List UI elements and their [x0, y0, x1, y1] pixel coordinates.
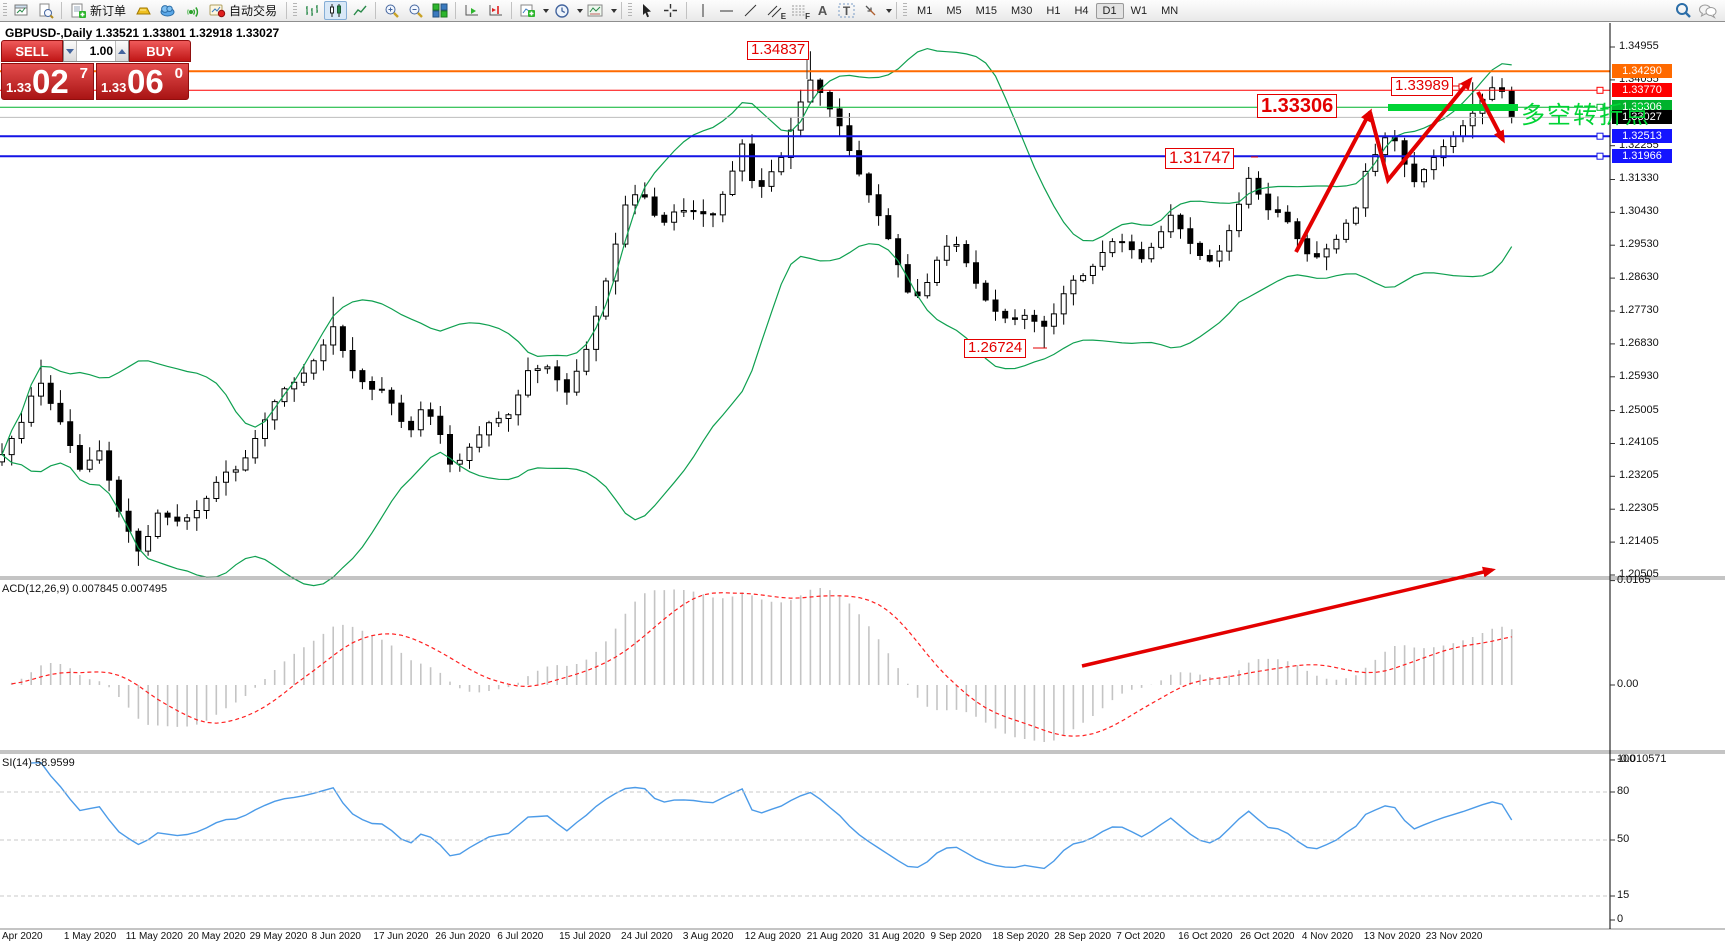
arrows-tool-icon[interactable] — [859, 1, 882, 20]
cursor-icon[interactable] — [635, 1, 658, 20]
chart-window-icon[interactable] — [10, 1, 33, 20]
macd-signal-line — [11, 592, 1512, 737]
up-arrow-icon — [118, 48, 126, 54]
crosshair-icon[interactable] — [659, 1, 682, 20]
autotrade-label: 自动交易 — [229, 4, 278, 18]
timeframe-button-D1[interactable]: D1 — [1095, 2, 1124, 19]
turning-point-bar — [1388, 104, 1518, 111]
line-handle — [1596, 132, 1604, 140]
templates-dropdown-icon[interactable] — [611, 8, 618, 13]
candlestick-chart-icon[interactable] — [324, 1, 348, 20]
line-handle — [1596, 86, 1604, 94]
candlesticks — [0, 51, 1515, 566]
search-icon[interactable] — [1672, 1, 1695, 20]
volume-stepper — [63, 40, 129, 62]
timeframe-group: M1 M5 M15 M30 H1 H4 D1 W1 MN — [910, 2, 1185, 19]
toolbar-separator — [61, 2, 62, 19]
trend-arrow — [1294, 108, 1372, 253]
bid-quote[interactable]: 1.33 02 7 — [1, 63, 94, 100]
new-order-icon — [71, 3, 86, 18]
timeframe-button-M5[interactable]: M5 — [946, 4, 962, 17]
timeframe-button-M1[interactable]: M1 — [917, 4, 933, 17]
rsi-label: SI(14) 58.9599 — [2, 757, 75, 769]
bollinger-bands — [1, 47, 1513, 587]
signals-icon[interactable] — [180, 1, 203, 20]
volume-increase-button[interactable] — [115, 41, 128, 61]
toolbar: 新订单 自动交易 — [0, 0, 1725, 22]
trend-arrow — [1368, 76, 1473, 185]
timeframe-button-H4[interactable]: H4 — [1074, 4, 1089, 17]
zoom-out-icon[interactable] — [404, 1, 427, 20]
periods-icon[interactable] — [550, 1, 573, 20]
turning-point-annotation: 多空转折点 — [1521, 102, 1651, 129]
macd-label: ACD(12,26,9) 0.007845 0.007495 — [2, 583, 168, 595]
templates-icon[interactable] — [584, 1, 607, 20]
community-icon[interactable] — [156, 1, 179, 20]
timeframe-button-W1[interactable]: W1 — [1130, 4, 1148, 17]
horizontal-line-icon[interactable] — [715, 1, 738, 20]
timeframe-button-H1[interactable]: H1 — [1046, 4, 1061, 17]
equidistant-channel-icon[interactable]: E — [763, 1, 786, 21]
fibonacci-icon[interactable]: F — [787, 1, 810, 21]
bid-big-digits: 02 — [32, 63, 69, 100]
ask-small-digits: 1.33 — [101, 80, 127, 95]
line-handle — [1596, 152, 1604, 160]
autotrade-icon — [209, 4, 226, 18]
auto-scroll-icon[interactable] — [460, 1, 483, 20]
timeframe-button-M30[interactable]: M30 — [1011, 4, 1033, 17]
ask-quote[interactable]: 1.33 06 0 — [96, 63, 189, 100]
periods-dropdown-icon[interactable] — [577, 8, 584, 13]
vertical-line-icon[interactable] — [691, 1, 714, 20]
down-arrow-icon — [66, 48, 74, 54]
tile-windows-icon[interactable] — [428, 1, 451, 20]
indicators-icon[interactable] — [516, 1, 539, 20]
chart-shift-icon[interactable] — [484, 1, 507, 20]
bar-chart-icon[interactable] — [300, 1, 323, 20]
trendline-icon[interactable] — [739, 1, 762, 20]
timeframe-button-M15[interactable]: M15 — [975, 4, 997, 17]
volume-decrease-button[interactable] — [64, 41, 77, 61]
autotrade-button[interactable]: 自动交易 — [204, 1, 282, 20]
indicators-dropdown-icon[interactable] — [543, 8, 550, 13]
line-handle — [1596, 103, 1604, 111]
trend-arrow — [1476, 91, 1505, 144]
toolbar-grip[interactable] — [3, 3, 7, 18]
buy-button[interactable]: BUY — [129, 40, 191, 62]
zoom-in-icon[interactable] — [380, 1, 403, 20]
text-label-icon[interactable]: T — [835, 1, 858, 20]
rsi-line — [31, 761, 1513, 870]
ask-big-digits: 06 — [127, 63, 164, 100]
one-click-trade-panel: SELL BUY 1.33 02 7 1.33 06 0 — [1, 40, 191, 100]
chart-title: GBPUSD-,Daily 1.33521 1.33801 1.32918 1.… — [5, 26, 280, 40]
sell-button[interactable]: SELL — [1, 40, 63, 62]
bid-small-digits: 1.33 — [6, 80, 32, 95]
print-preview-icon[interactable] — [34, 1, 57, 20]
text-icon[interactable]: A — [817, 3, 828, 18]
new-order-label: 新订单 — [90, 4, 127, 18]
line-chart-icon[interactable] — [348, 1, 371, 20]
volume-input[interactable] — [77, 41, 115, 61]
bid-pip-digit: 7 — [79, 65, 88, 82]
chat-icon[interactable] — [1696, 1, 1719, 20]
new-order-button[interactable]: 新订单 — [66, 1, 131, 20]
ask-pip-digit: 0 — [174, 65, 183, 82]
macd-trend-arrow — [1081, 566, 1496, 668]
timeframe-button-MN[interactable]: MN — [1161, 4, 1179, 17]
arrows-dropdown-icon[interactable] — [886, 8, 893, 13]
gold-icon[interactable] — [132, 1, 155, 20]
